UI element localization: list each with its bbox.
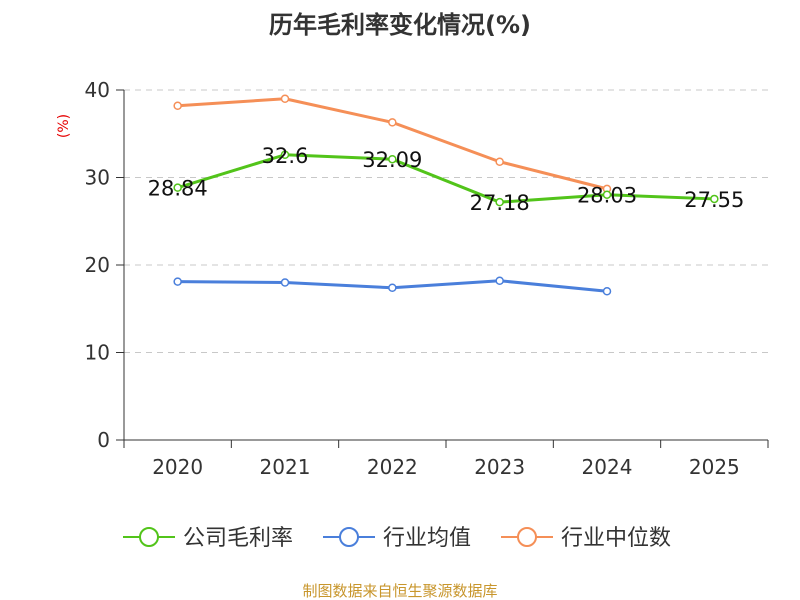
legend-label-2: 行业中位数	[561, 526, 671, 551]
series-lines	[173, 94, 719, 296]
data-point	[710, 194, 719, 204]
source-note: 制图数据来自恒生聚源数据库	[302, 582, 497, 600]
data-point	[602, 287, 612, 296]
data-point	[280, 150, 290, 159]
x-tick-label: 2023	[474, 455, 525, 479]
data-label: 28.03	[577, 184, 637, 208]
data-point	[280, 278, 290, 287]
data-point	[173, 277, 182, 286]
y-tick-label: 20	[85, 253, 110, 277]
x-tick-label: 2022	[367, 455, 418, 479]
data-point	[388, 154, 397, 164]
data-label: 32.09	[362, 148, 422, 172]
y-axis-unit-label: (%)	[56, 114, 72, 138]
y-tick-label: 0	[97, 428, 110, 452]
axes: 0 10 20 30 40 2020 2021 2022 2023 2024 2025	[85, 78, 769, 479]
data-labels: 28.84 32.6 32.09 27.18 28.03 27.55	[148, 144, 745, 215]
x-tick-label: 2024	[582, 455, 633, 479]
data-label: 27.18	[470, 191, 530, 215]
data-label: 27.55	[684, 188, 744, 212]
data-point	[173, 101, 182, 110]
x-tick-label: 2025	[689, 455, 740, 479]
data-point	[280, 94, 290, 103]
data-point	[388, 283, 397, 292]
legend-marker-2	[517, 527, 537, 547]
data-point	[495, 157, 504, 166]
data-point	[495, 276, 504, 285]
y-tick-label: 40	[85, 78, 110, 102]
data-label: 32.6	[262, 144, 309, 168]
data-point	[388, 118, 397, 127]
legend-label-0: 公司毛利率	[183, 526, 293, 551]
data-point	[602, 190, 612, 199]
y-tick-label: 30	[85, 166, 110, 190]
x-tick-label: 2020	[152, 455, 203, 479]
x-tick-label: 2021	[260, 455, 311, 479]
legend: 公司毛利率 行业均值 行业中位数	[123, 526, 671, 551]
legend-label-1: 行业均值	[383, 526, 471, 551]
data-label: 28.84	[148, 177, 208, 201]
grid-lines	[124, 89, 768, 353]
legend-marker-1	[339, 527, 359, 547]
data-point	[495, 197, 504, 207]
y-tick-label: 10	[85, 341, 110, 365]
series-line-0	[177, 153, 715, 204]
data-point	[173, 183, 182, 192]
legend-marker-0	[139, 527, 159, 547]
chart-title: 历年毛利率变化情况(%)	[269, 11, 531, 39]
series-line-2	[177, 97, 608, 191]
